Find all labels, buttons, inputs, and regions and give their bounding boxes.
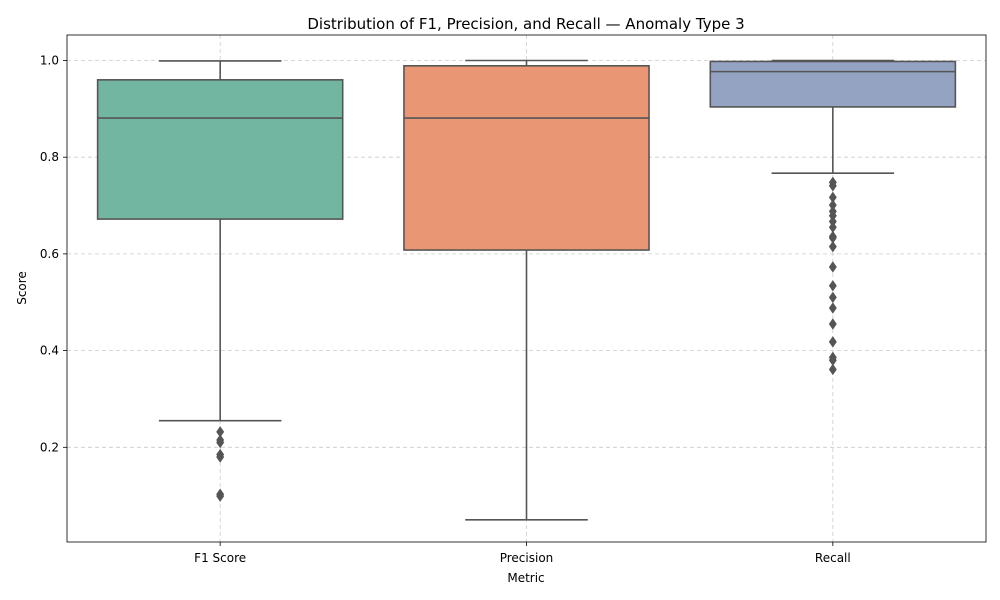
outlier-point (216, 490, 225, 502)
y-tick-label: 0.6 (40, 247, 59, 261)
outlier-point (828, 179, 837, 192)
x-tick-label: F1 Score (194, 551, 246, 565)
outlier-point (828, 318, 837, 330)
outlier-point (828, 336, 837, 348)
x-tick-label: Precision (500, 551, 554, 565)
box-precision (403, 59, 650, 521)
box-recall (709, 59, 957, 376)
iqr-box (709, 60, 957, 108)
y-tick-label: 1.0 (40, 54, 59, 68)
iqr-box (96, 79, 344, 220)
y-tick-label: 0.8 (40, 150, 59, 164)
x-axis: F1 Score Precision Recall (194, 542, 851, 565)
box-f1-score (96, 60, 344, 502)
y-axis: 0.2 0.4 0.6 0.8 1.0 (40, 54, 67, 454)
iqr-box (403, 65, 650, 251)
outlier-point (828, 261, 837, 273)
outlier-point (828, 280, 837, 292)
outlier-point (828, 302, 837, 314)
outlier-point (828, 363, 837, 376)
outlier-point (828, 291, 837, 304)
x-axis-label: Metric (507, 571, 544, 585)
chart-title: Distribution of F1, Precision, and Recal… (307, 15, 744, 33)
outlier-point (828, 240, 837, 253)
box-layer (96, 59, 957, 521)
y-tick-label: 0.4 (40, 344, 59, 358)
y-axis-label: Score (15, 271, 29, 305)
y-tick-label: 0.2 (40, 440, 59, 454)
x-tick-label: Recall (815, 551, 851, 565)
outlier-point (216, 451, 225, 463)
outlier-point (216, 436, 225, 449)
